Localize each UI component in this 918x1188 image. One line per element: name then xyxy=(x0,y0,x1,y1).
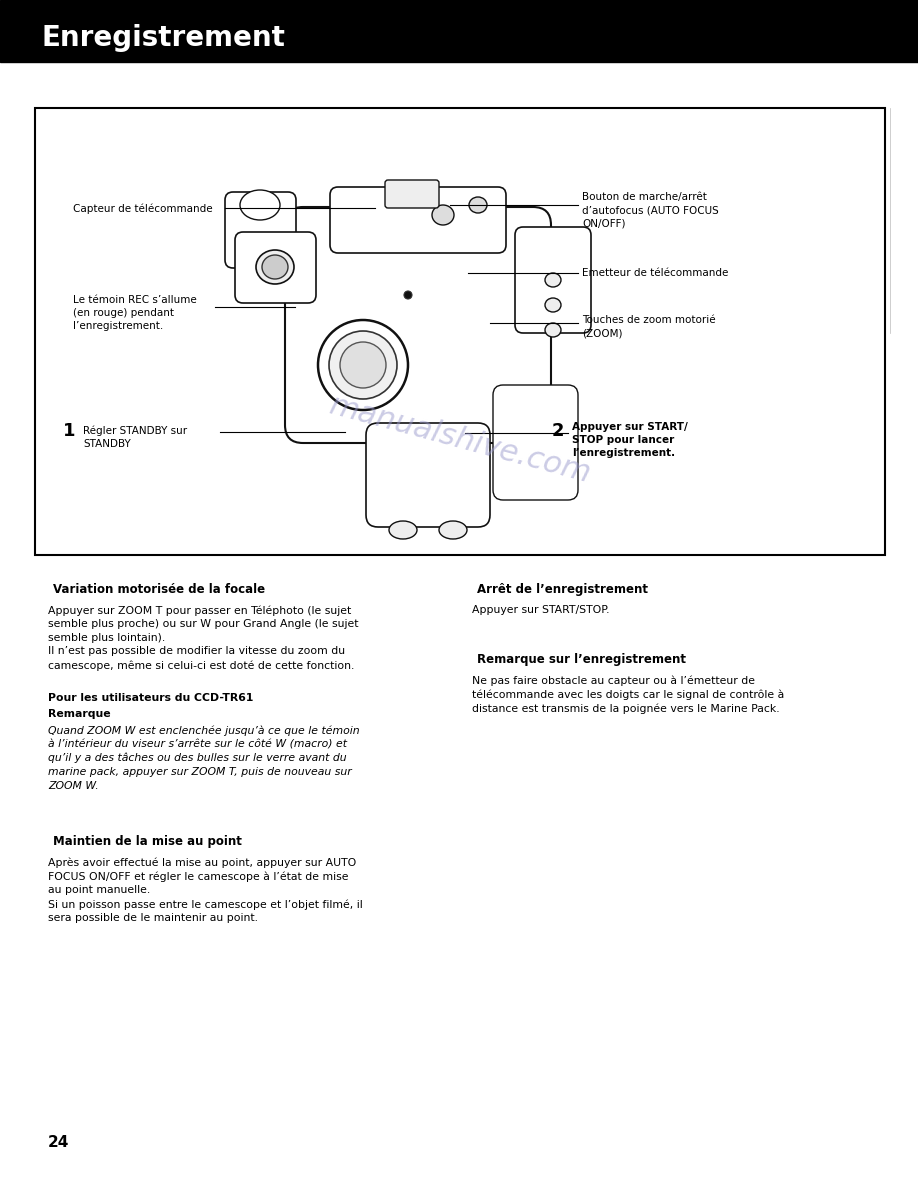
Text: Enregistrement: Enregistrement xyxy=(42,25,285,52)
FancyBboxPatch shape xyxy=(225,192,296,268)
Ellipse shape xyxy=(404,291,412,299)
Text: 24: 24 xyxy=(48,1135,70,1150)
Text: Maintien de la mise au point: Maintien de la mise au point xyxy=(53,835,241,848)
Text: Ne pas faire obstacle au capteur ou à l’émetteur de
télécommande avec les doigts: Ne pas faire obstacle au capteur ou à l’… xyxy=(472,675,784,714)
Bar xyxy=(35,108,885,555)
Text: Remarque: Remarque xyxy=(48,709,111,719)
Text: manualshive.com: manualshive.com xyxy=(326,391,594,489)
FancyBboxPatch shape xyxy=(385,181,439,208)
Text: Appuyer sur START/
STOP pour lancer
l’enregistrement.: Appuyer sur START/ STOP pour lancer l’en… xyxy=(572,422,688,459)
Ellipse shape xyxy=(469,197,487,213)
FancyBboxPatch shape xyxy=(493,385,578,500)
Ellipse shape xyxy=(389,522,417,539)
Text: Remarque sur l’enregistrement: Remarque sur l’enregistrement xyxy=(477,653,686,666)
Text: Arrêt de l’enregistrement: Arrêt de l’enregistrement xyxy=(477,583,648,596)
Ellipse shape xyxy=(340,342,386,388)
Ellipse shape xyxy=(262,255,288,279)
Ellipse shape xyxy=(545,298,561,312)
FancyBboxPatch shape xyxy=(235,232,316,303)
Text: Emetteur de télécommande: Emetteur de télécommande xyxy=(582,268,728,278)
Ellipse shape xyxy=(439,522,467,539)
FancyBboxPatch shape xyxy=(330,187,506,253)
Ellipse shape xyxy=(545,273,561,287)
Ellipse shape xyxy=(318,320,408,410)
Text: 1: 1 xyxy=(63,422,75,440)
Text: Touches de zoom motorié
(ZOOM): Touches de zoom motorié (ZOOM) xyxy=(582,315,716,339)
Text: Le témoin REC s’allume
(en rouge) pendant
l’enregistrement.: Le témoin REC s’allume (en rouge) pendan… xyxy=(73,295,196,331)
FancyBboxPatch shape xyxy=(515,227,591,333)
Text: Bouton de marche/arrêt
d’autofocus (AUTO FOCUS
ON/OFF): Bouton de marche/arrêt d’autofocus (AUTO… xyxy=(582,192,719,228)
Text: Variation motorisée de la focale: Variation motorisée de la focale xyxy=(53,583,265,596)
Text: Appuyer sur START/STOP.: Appuyer sur START/STOP. xyxy=(472,605,610,615)
Text: Après avoir effectué la mise au point, appuyer sur AUTO
FOCUS ON/OFF et régler l: Après avoir effectué la mise au point, a… xyxy=(48,857,363,923)
Text: Appuyer sur ZOOM T pour passer en Téléphoto (le sujet
semble plus proche) ou sur: Appuyer sur ZOOM T pour passer en Téléph… xyxy=(48,605,359,670)
Ellipse shape xyxy=(240,190,280,220)
Text: 2: 2 xyxy=(552,422,565,440)
FancyBboxPatch shape xyxy=(285,207,551,443)
Text: Capteur de télécommande: Capteur de télécommande xyxy=(73,204,213,215)
Ellipse shape xyxy=(256,249,294,284)
Ellipse shape xyxy=(432,206,454,225)
Bar xyxy=(0,0,918,62)
FancyBboxPatch shape xyxy=(366,423,490,527)
Ellipse shape xyxy=(545,323,561,337)
Text: Régler STANDBY sur
STANDBY: Régler STANDBY sur STANDBY xyxy=(83,425,187,449)
Text: Quand ZOOM W est enclenchée jusqu’à ce que le témoin
à l’intérieur du viseur s’a: Quand ZOOM W est enclenchée jusqu’à ce q… xyxy=(48,725,360,791)
Ellipse shape xyxy=(329,331,397,399)
Text: Pour les utilisateurs du CCD-TR61: Pour les utilisateurs du CCD-TR61 xyxy=(48,693,253,703)
